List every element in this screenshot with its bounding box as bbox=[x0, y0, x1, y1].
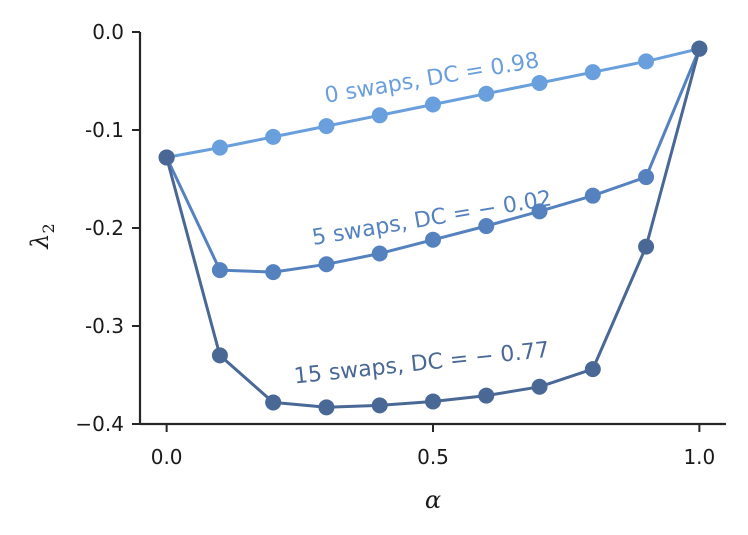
data-point bbox=[318, 256, 335, 273]
data-point bbox=[478, 387, 495, 404]
axes: 0.0 -0.1 -0.2 -0.3 −0.4 0.0 0.5 1.0 bbox=[75, 20, 726, 469]
data-point bbox=[211, 347, 228, 364]
data-point bbox=[265, 128, 282, 145]
data-point bbox=[584, 64, 601, 81]
data-point bbox=[584, 361, 601, 378]
data-point bbox=[531, 378, 548, 395]
x-tick-label: 1.0 bbox=[683, 445, 715, 469]
data-point bbox=[158, 149, 175, 166]
y-axis-title-main: λ bbox=[26, 233, 54, 249]
x-tick-label: 0.0 bbox=[151, 445, 183, 469]
y-tick-label: 0.0 bbox=[92, 20, 124, 44]
y-tick-label: -0.2 bbox=[85, 216, 124, 240]
data-point bbox=[478, 218, 495, 235]
data-point bbox=[318, 118, 335, 135]
data-point bbox=[211, 139, 228, 156]
data-point bbox=[638, 53, 655, 70]
data-point bbox=[584, 187, 601, 204]
data-point bbox=[371, 107, 388, 124]
data-point bbox=[371, 245, 388, 262]
y-tick-label: -0.3 bbox=[85, 314, 124, 338]
data-point bbox=[425, 231, 441, 248]
data-point bbox=[638, 169, 655, 186]
y-tick-label: -0.1 bbox=[85, 118, 124, 142]
data-point bbox=[371, 397, 388, 414]
data-point bbox=[691, 40, 708, 57]
x-axis-title: α bbox=[425, 486, 441, 514]
data-point bbox=[531, 203, 548, 220]
data-point bbox=[425, 96, 441, 113]
series-label: 15 swaps, DC = − 0.77 bbox=[293, 338, 551, 390]
series-2 bbox=[158, 40, 708, 416]
data-point bbox=[638, 238, 655, 255]
x-tick-label: 0.5 bbox=[417, 445, 449, 469]
data-point bbox=[265, 264, 282, 281]
data-point bbox=[531, 74, 548, 91]
y-tick-label: −0.4 bbox=[75, 412, 124, 436]
data-point bbox=[318, 399, 335, 416]
y-axis-title-subscript: 2 bbox=[39, 223, 58, 233]
y-axis-title: λ2 bbox=[26, 223, 58, 249]
data-point bbox=[265, 394, 282, 411]
data-point bbox=[211, 262, 228, 279]
data-point bbox=[425, 393, 441, 410]
series-0 bbox=[158, 40, 708, 166]
series-layer bbox=[158, 40, 708, 416]
data-point bbox=[478, 85, 495, 102]
